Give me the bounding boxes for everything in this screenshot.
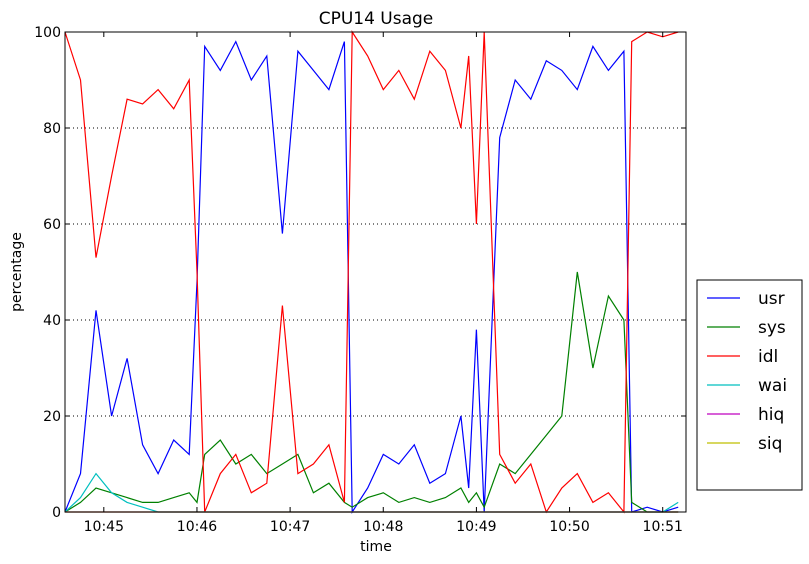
legend-label-hiq: hiq	[758, 405, 784, 425]
y-tick-label: 60	[43, 217, 61, 233]
grid-lines	[65, 127, 686, 417]
legend-label-siq: siq	[758, 434, 782, 454]
x-tick-label: 10:47	[270, 519, 310, 535]
legend-label-sys: sys	[758, 318, 786, 338]
y-tick-label: 20	[43, 409, 61, 425]
y-tick-label: 80	[43, 121, 61, 137]
chart-title: CPU14 Usage	[319, 9, 434, 29]
x-tick-label: 10:50	[549, 519, 589, 535]
y-tick-label: 0	[52, 505, 61, 521]
series-line-idl	[64, 30, 679, 514]
series-line-sys	[64, 271, 679, 513]
x-tick-label: 10:51	[643, 519, 683, 535]
y-tick-label: 40	[43, 313, 61, 329]
legend-label-usr: usr	[758, 289, 785, 309]
plot-frame	[64, 31, 687, 513]
y-tick-label: 100	[34, 25, 61, 41]
legend-label-idl: idl	[758, 347, 778, 367]
x-tick-label: 10:49	[456, 519, 496, 535]
x-tick-label: 10:46	[177, 519, 217, 535]
y-axis-label: percentage	[9, 232, 25, 312]
series-lines	[64, 30, 679, 514]
x-axis: 10:45 10:46 10:47 10:48 10:49 10:50 10:51	[84, 32, 683, 535]
y-axis: 0 20 40 60 80 100	[34, 25, 686, 521]
x-tick-label: 10:45	[84, 519, 124, 535]
series-line-usr	[64, 40, 679, 514]
x-axis-label: time	[360, 539, 392, 555]
x-tick-label: 10:48	[363, 519, 403, 535]
legend: usr sys idl wai hiq siq	[696, 279, 803, 491]
legend-label-wai: wai	[758, 376, 787, 396]
